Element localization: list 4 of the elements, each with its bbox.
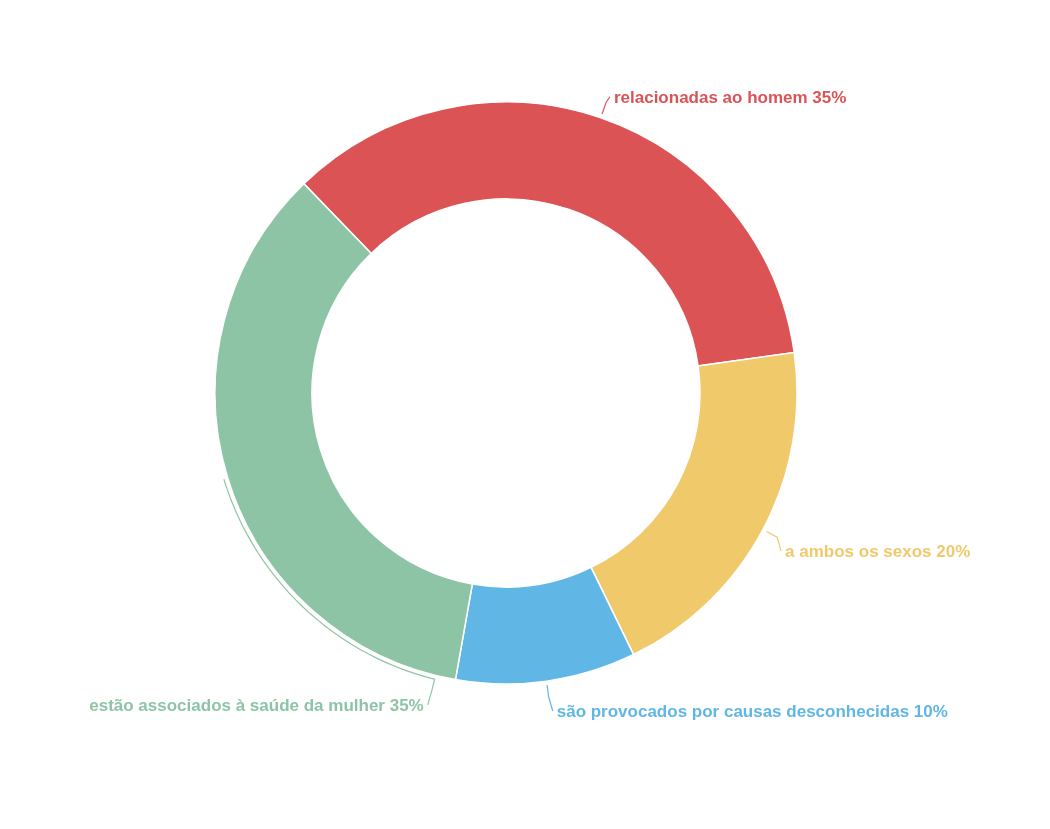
slice-label: estão associados à saúde da mulher 35%: [89, 695, 424, 715]
slice-label: relacionadas ao homem 35%: [613, 87, 847, 107]
slice-label: são provocados por causas desconhecidas 10%: [556, 702, 948, 722]
slice-label: a ambos os sexos 20%: [785, 542, 971, 562]
